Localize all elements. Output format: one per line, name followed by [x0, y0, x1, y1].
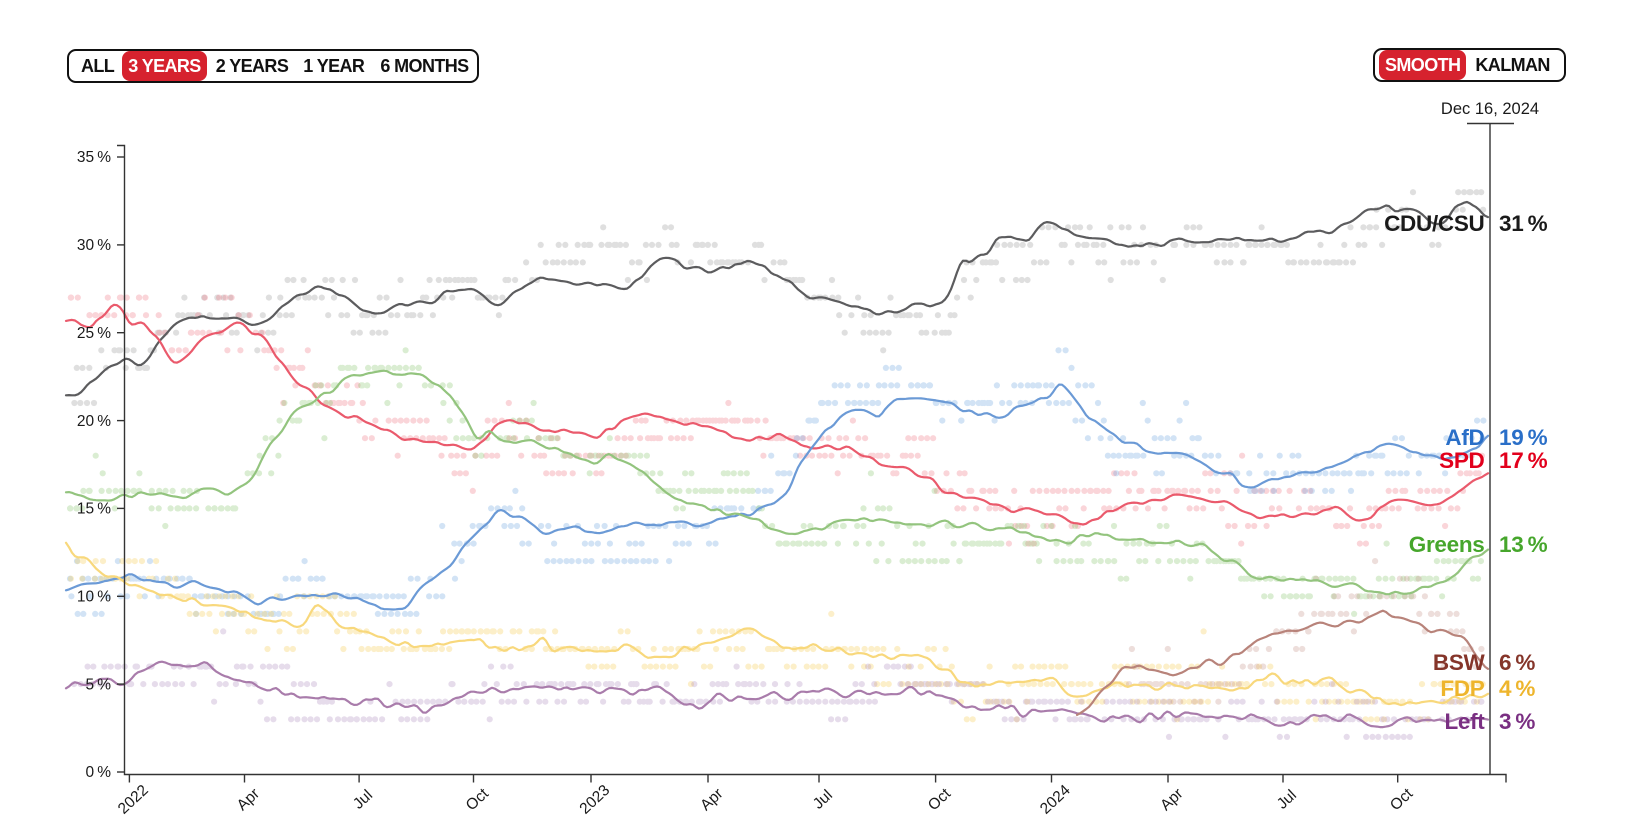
- svg-text:Oct: Oct: [1387, 785, 1417, 814]
- svg-text:5 %: 5 %: [85, 676, 111, 693]
- svg-text:Oct: Oct: [925, 785, 955, 814]
- svg-text:CDU/CSU: CDU/CSU: [1384, 211, 1484, 236]
- svg-text:2024: 2024: [1037, 781, 1074, 817]
- svg-text:SPD: SPD: [1439, 448, 1484, 473]
- svg-text:Apr: Apr: [234, 785, 263, 814]
- svg-text:17 %: 17 %: [1499, 448, 1548, 473]
- svg-text:4 %: 4 %: [1499, 676, 1535, 701]
- svg-text:2023: 2023: [577, 782, 614, 818]
- svg-text:31 %: 31 %: [1499, 211, 1548, 236]
- svg-text:6 %: 6 %: [1499, 650, 1535, 675]
- svg-text:13 %: 13 %: [1499, 532, 1548, 557]
- svg-text:BSW: BSW: [1433, 650, 1486, 675]
- svg-text:Oct: Oct: [463, 785, 493, 814]
- svg-text:35 %: 35 %: [77, 149, 111, 166]
- svg-text:Apr: Apr: [697, 785, 726, 814]
- svg-text:Jul: Jul: [350, 787, 376, 813]
- svg-text:30 %: 30 %: [77, 237, 111, 254]
- svg-text:19 %: 19 %: [1499, 425, 1548, 450]
- svg-text:0 %: 0 %: [85, 764, 111, 781]
- svg-text:2022: 2022: [115, 782, 152, 818]
- svg-text:10 %: 10 %: [77, 589, 111, 606]
- svg-text:Apr: Apr: [1157, 785, 1186, 814]
- svg-text:Jul: Jul: [810, 787, 836, 813]
- svg-text:15 %: 15 %: [77, 501, 111, 518]
- svg-text:Jul: Jul: [1274, 787, 1300, 813]
- svg-text:Dec 16, 2024: Dec 16, 2024: [1441, 100, 1539, 118]
- svg-text:Greens: Greens: [1409, 532, 1485, 557]
- svg-text:AfD: AfD: [1445, 425, 1484, 450]
- svg-text:25 %: 25 %: [77, 325, 111, 342]
- svg-text:Left: Left: [1444, 709, 1485, 734]
- svg-text:FDP: FDP: [1440, 676, 1484, 701]
- svg-text:3 %: 3 %: [1499, 709, 1535, 734]
- svg-text:20 %: 20 %: [77, 413, 111, 430]
